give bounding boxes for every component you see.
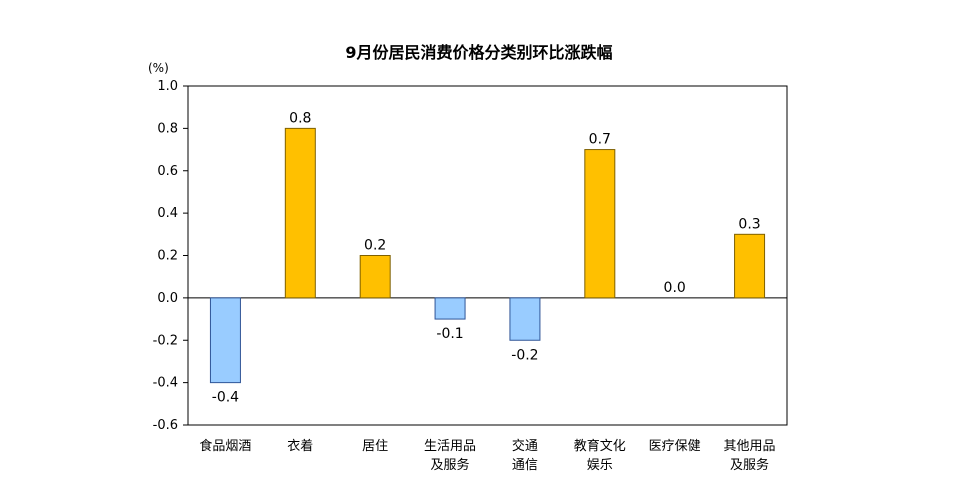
data-label: -0.2	[511, 347, 538, 363]
plot-area: 1.0 0.8 0.6 0.4 0.2 0.0 -0.2 -0.4 -0.6 -0.4 食品烟酒 0.…	[153, 79, 788, 473]
y-tick-label: 0.4	[157, 206, 178, 221]
category-label: 生活用品	[424, 439, 476, 454]
bar	[509, 297, 541, 341]
y-tick-label: 0.6	[157, 164, 178, 179]
data-label: 0.0	[664, 280, 686, 296]
data-label: -0.1	[436, 326, 463, 342]
bar	[284, 127, 316, 299]
category-label: 其他用品	[724, 439, 776, 454]
y-axis-unit-label: (%)	[148, 61, 169, 75]
category-label: 教育文化	[574, 438, 626, 454]
data-label: 0.7	[589, 132, 611, 148]
category-label: 及服务	[730, 457, 769, 473]
y-tick-label: -0.2	[153, 333, 178, 348]
data-label: 0.8	[289, 110, 311, 126]
category-label: 及服务	[431, 457, 470, 473]
bar	[434, 297, 466, 320]
y-tick-label: -0.6	[153, 418, 178, 433]
category-label: 居住	[362, 439, 388, 454]
bar	[584, 149, 616, 299]
category-label: 衣着	[287, 438, 313, 454]
data-label: 0.3	[738, 216, 760, 232]
y-tick-label: 0.8	[157, 121, 178, 136]
category-label: 通信	[512, 458, 538, 473]
y-tick-label: 1.0	[157, 79, 178, 94]
category-label: 医疗保健	[649, 439, 701, 454]
data-label: -0.4	[212, 390, 239, 406]
data-label: 0.2	[364, 238, 386, 254]
bar	[359, 255, 391, 299]
plot-border	[187, 85, 788, 426]
y-tick-label: -0.4	[153, 376, 178, 391]
y-tick-label: 0.0	[157, 291, 178, 306]
y-tick-label: 0.2	[157, 249, 178, 264]
chart-title: 9月份居民消费价格分类别环比涨跌幅	[345, 43, 612, 62]
category-label: 交通	[512, 438, 538, 454]
bar	[734, 233, 766, 299]
category-label: 娱乐	[587, 458, 613, 473]
bar	[209, 297, 241, 384]
category-label: 食品烟酒	[199, 438, 251, 454]
